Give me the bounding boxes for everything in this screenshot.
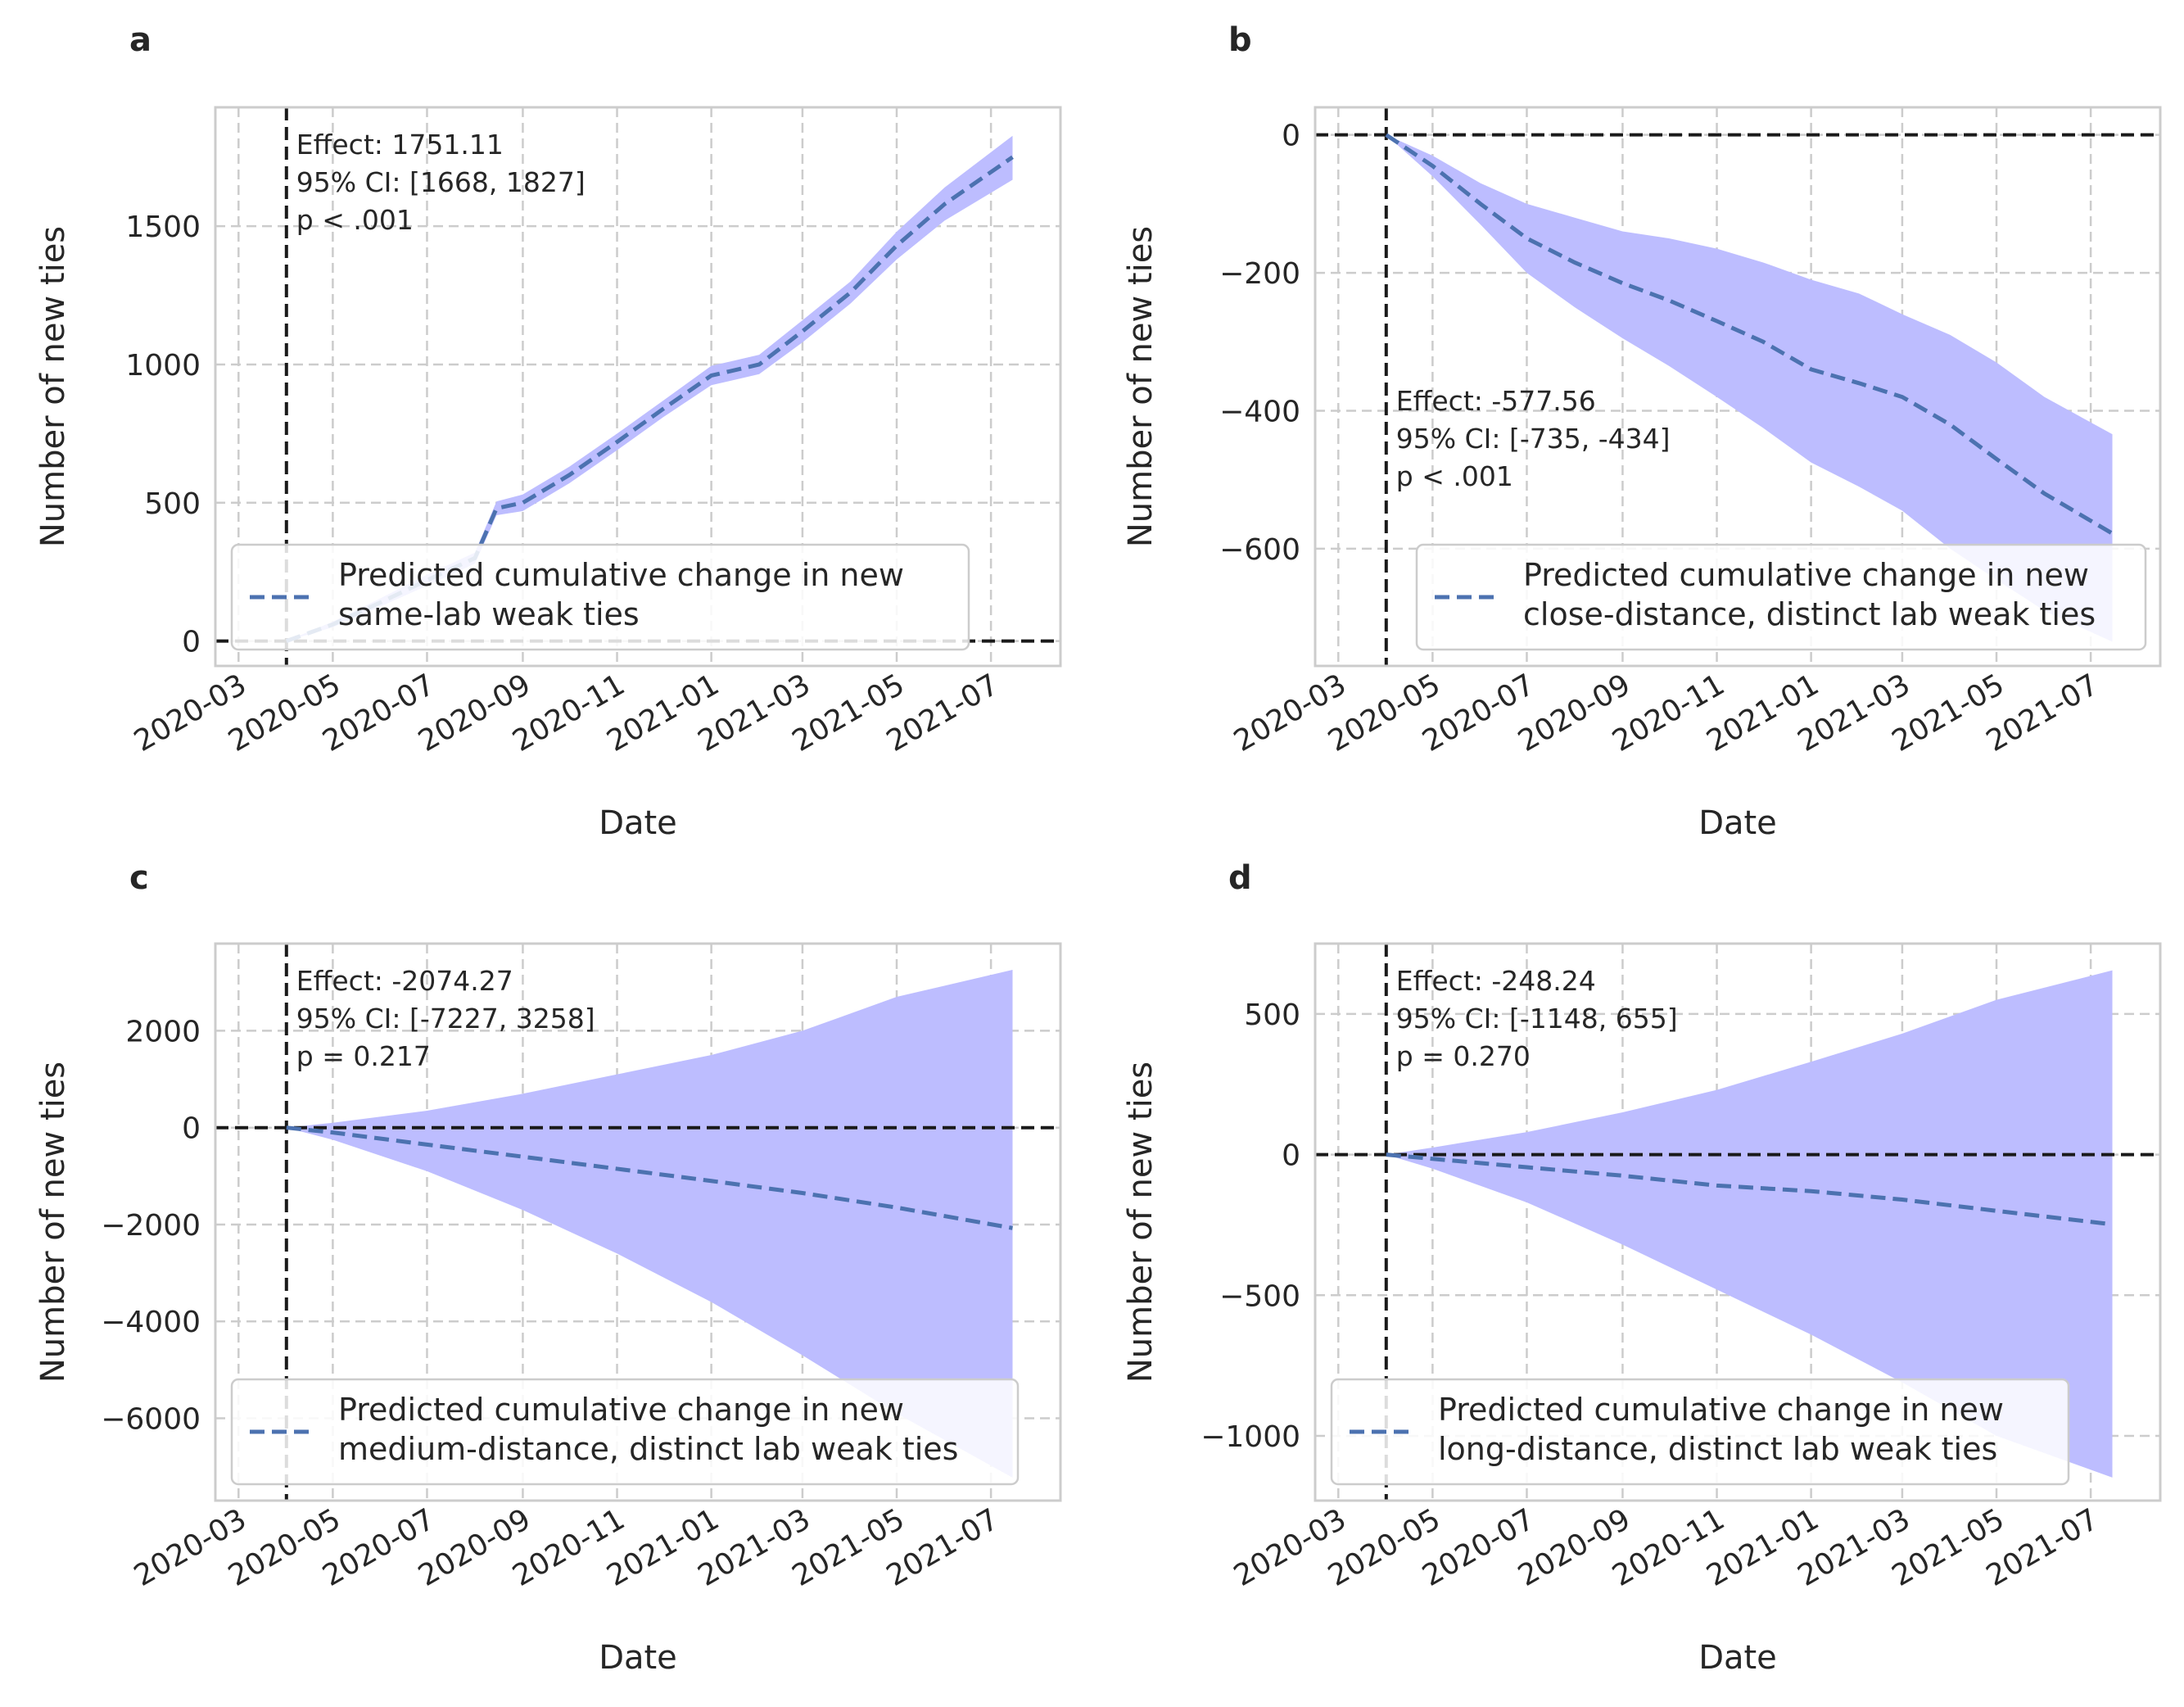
panel-letter: c (129, 859, 149, 897)
effect-annotation: 95% CI: [1668, 1827] (296, 166, 586, 198)
x-axis-label: Date (1698, 1639, 1777, 1677)
legend-box (1330, 1378, 2070, 1486)
effect-annotation: 95% CI: [-735, -434] (1396, 423, 1671, 455)
confidence-band (1386, 134, 2113, 642)
y-tick-label: 0 (1282, 120, 1300, 153)
predicted-line (286, 1125, 1013, 1230)
legend-label: long-distance, distinct lab weak ties (1438, 1431, 1997, 1467)
legend-label: same-lab weak ties (338, 596, 640, 632)
y-tick-label: 500 (1244, 998, 1300, 1032)
panel-letter: a (129, 21, 151, 59)
y-tick-label: 500 (144, 487, 201, 521)
legend: Predicted cumulative change in newclose-… (1415, 543, 2147, 651)
effect-annotation: 95% CI: [-1148, 655] (1396, 1003, 1678, 1035)
panel-c: c20000−2000−4000−60002020-032020-052020-… (34, 859, 1062, 1677)
axes-frame (214, 106, 1062, 668)
effect-annotation: p = 0.217 (296, 1040, 431, 1072)
legend-label: medium-distance, distinct lab weak ties (338, 1431, 958, 1467)
predicted-line (1386, 1152, 2113, 1227)
panel-letter: d (1228, 859, 1252, 897)
y-tick-label: −600 (1219, 533, 1300, 567)
x-axis-label: Date (599, 804, 677, 842)
y-tick-label: −500 (1219, 1279, 1300, 1313)
effect-annotation: p = 0.270 (1396, 1040, 1531, 1072)
confidence-band (286, 970, 1013, 1478)
legend-label: Predicted cumulative change in new (338, 1392, 904, 1428)
y-tick-label: −2000 (101, 1209, 201, 1243)
y-tick-label: 0 (182, 626, 201, 659)
y-tick-label: −200 (1219, 257, 1300, 291)
y-tick-label: −6000 (101, 1402, 201, 1436)
y-axis-label: Number of new ties (34, 1062, 72, 1383)
panel-a: a0500100015002020-032020-052020-072020-0… (34, 21, 1062, 842)
axes-frame (214, 942, 1062, 1502)
predicted-line (1385, 133, 2114, 536)
legend-label: close-distance, distinct lab weak ties (1523, 596, 2096, 632)
y-tick-label: −400 (1219, 395, 1300, 428)
effect-annotation: p < .001 (1396, 460, 1513, 492)
panel-letter: b (1228, 21, 1252, 59)
panel-d: d5000−500−10002020-032020-052020-072020-… (1122, 859, 2162, 1677)
legend-label: Predicted cumulative change in new (338, 557, 904, 593)
y-tick-label: 1000 (125, 349, 201, 383)
y-tick-label: −1000 (1201, 1420, 1300, 1454)
x-axis-label: Date (1698, 804, 1777, 842)
effect-annotation: Effect: -248.24 (1396, 965, 1596, 997)
y-tick-label: −4000 (101, 1306, 201, 1339)
axes-frame (1314, 106, 2162, 668)
effect-annotation: Effect: -2074.27 (296, 965, 513, 997)
legend: Predicted cumulative change in newlong-d… (1330, 1378, 2070, 1486)
legend-box (1415, 543, 2147, 651)
legend-label: Predicted cumulative change in new (1438, 1392, 2004, 1428)
effect-annotation: 95% CI: [-7227, 3258] (296, 1003, 595, 1035)
y-tick-label: 2000 (125, 1015, 201, 1048)
effect-annotation: Effect: -577.56 (1396, 385, 1596, 417)
legend-label: Predicted cumulative change in new (1523, 557, 2089, 593)
plot-area (1315, 107, 2160, 666)
y-axis-label: Number of new ties (1122, 226, 1160, 547)
panel-b: b0−200−400−6002020-032020-052020-072020-… (1122, 21, 2162, 842)
effect-annotation: p < .001 (296, 204, 414, 236)
axes-frame (1314, 942, 2162, 1502)
y-tick-label: 0 (182, 1112, 201, 1146)
x-axis-label: Date (599, 1639, 677, 1677)
confidence-band (1386, 970, 2113, 1478)
y-axis-label: Number of new ties (1122, 1062, 1160, 1383)
legend: Predicted cumulative change in newmedium… (230, 1378, 1020, 1486)
legend-box (230, 543, 970, 651)
effect-annotation: Effect: 1751.11 (296, 129, 504, 161)
legend-box (230, 1378, 1020, 1486)
y-tick-label: 1500 (125, 211, 201, 244)
y-axis-label: Number of new ties (34, 226, 72, 547)
legend: Predicted cumulative change in newsame-l… (230, 543, 970, 651)
y-tick-label: 0 (1282, 1139, 1300, 1173)
